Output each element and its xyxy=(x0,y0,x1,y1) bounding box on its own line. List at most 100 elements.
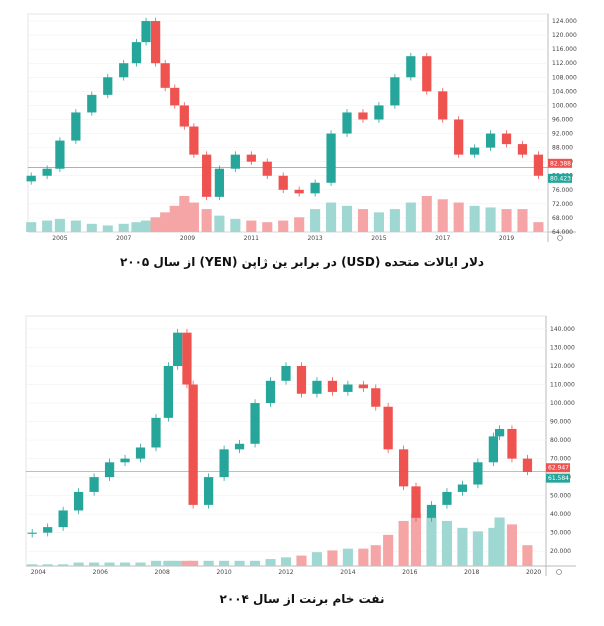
volume-bar xyxy=(296,555,307,566)
volume-bar xyxy=(234,560,245,566)
volume-bar xyxy=(163,560,174,566)
candle-body xyxy=(203,477,214,505)
x-tick-label: 2018 xyxy=(464,569,479,576)
candle-body xyxy=(343,384,353,392)
volume-bar xyxy=(203,560,214,566)
candle-body xyxy=(55,140,65,169)
x-tick-label: 2005 xyxy=(52,235,67,242)
volume-bar xyxy=(280,557,292,566)
candle-body xyxy=(383,406,393,450)
volume-bar xyxy=(131,222,142,232)
candle-body xyxy=(533,154,544,176)
volume-bar xyxy=(181,560,193,566)
volume-bar xyxy=(501,209,512,232)
y-tick-label: 72.000 xyxy=(552,201,573,208)
volume-bar xyxy=(102,225,113,232)
candle-body xyxy=(163,366,174,418)
volume-bar xyxy=(179,196,190,232)
candle-body xyxy=(296,366,307,394)
volume-bar xyxy=(119,562,131,566)
candle-body xyxy=(406,56,416,78)
volume-bar xyxy=(188,560,199,566)
volume-bar xyxy=(453,202,464,232)
x-tick-label: 2014 xyxy=(340,569,355,576)
volume-bar xyxy=(326,202,337,232)
candle-body xyxy=(411,486,421,518)
price-tag-box xyxy=(546,463,570,473)
volume-bar xyxy=(494,517,505,566)
volume-bar xyxy=(310,209,321,232)
volume-bar xyxy=(421,196,432,232)
candle-body xyxy=(326,133,336,183)
candle-body xyxy=(119,63,129,78)
volume-bar xyxy=(373,212,384,232)
x-tick-label: 2015 xyxy=(371,235,386,242)
y-tick-label: 20.000 xyxy=(550,548,571,555)
candle-body xyxy=(310,182,320,194)
volume-bar xyxy=(150,217,161,232)
x-tick-label: 2017 xyxy=(435,235,450,242)
candle-body xyxy=(150,21,161,64)
y-tick-label: 130.000 xyxy=(550,344,575,351)
volume-bar xyxy=(54,218,65,232)
candle-body xyxy=(58,510,68,528)
candle-body xyxy=(131,42,142,64)
volume-bar xyxy=(89,562,100,566)
volume-bar xyxy=(26,222,37,232)
candle-body xyxy=(262,161,272,176)
candle-body xyxy=(73,491,84,511)
volume-bar xyxy=(533,222,544,232)
volume-bar xyxy=(370,545,381,566)
candle-body xyxy=(398,449,409,487)
candle-body xyxy=(494,428,505,437)
volume-bar xyxy=(441,520,453,566)
volume-bar xyxy=(70,220,81,232)
volume-bar xyxy=(27,564,38,566)
y-tick-label: 50.000 xyxy=(550,493,571,500)
volume-bar xyxy=(294,217,305,232)
volume-bar xyxy=(278,220,289,232)
candle-body xyxy=(422,56,432,92)
candle-body xyxy=(246,154,256,162)
candle-body xyxy=(488,436,499,463)
candle-body xyxy=(358,384,369,389)
volume-bar xyxy=(327,550,338,566)
x-tick-label: 2020 xyxy=(526,569,541,576)
volume-bar xyxy=(522,545,533,566)
volume-bar xyxy=(42,564,53,566)
y-tick-label: 88.000 xyxy=(552,145,573,152)
candle-body xyxy=(485,133,496,148)
candle-body xyxy=(426,504,437,518)
candle-body xyxy=(202,154,212,197)
volume-bar xyxy=(58,564,69,566)
y-tick-label: 110.000 xyxy=(550,382,575,389)
volume-bar xyxy=(86,223,97,232)
y-tick-label: 64.000 xyxy=(552,229,573,236)
candle-body xyxy=(312,380,322,394)
volume-bar xyxy=(188,202,199,232)
candle-body xyxy=(103,77,113,95)
candle-body xyxy=(170,87,180,106)
candle-body xyxy=(374,105,384,120)
candle-body xyxy=(358,112,368,120)
candle-body xyxy=(71,112,81,141)
plot-frame xyxy=(27,13,549,233)
volume-bar xyxy=(246,220,257,232)
candle-body xyxy=(281,366,291,381)
y-tick-label: 96.000 xyxy=(552,116,573,123)
volume-bar xyxy=(172,560,183,566)
volume-bar xyxy=(42,220,53,232)
y-tick-label: 104.000 xyxy=(552,88,577,95)
candle-body xyxy=(219,449,229,478)
volume-bar xyxy=(410,514,422,566)
volume-bar xyxy=(485,207,496,232)
candle-body xyxy=(501,133,512,145)
candle-body xyxy=(390,77,400,106)
y-tick-label: 76.000 xyxy=(552,187,573,194)
price-tag-box xyxy=(548,173,572,183)
volume-bar xyxy=(265,559,276,566)
y-tick-label: 90.000 xyxy=(550,419,571,426)
candle-body xyxy=(87,94,97,113)
volume-bar xyxy=(262,222,273,232)
candle-body xyxy=(522,458,533,472)
